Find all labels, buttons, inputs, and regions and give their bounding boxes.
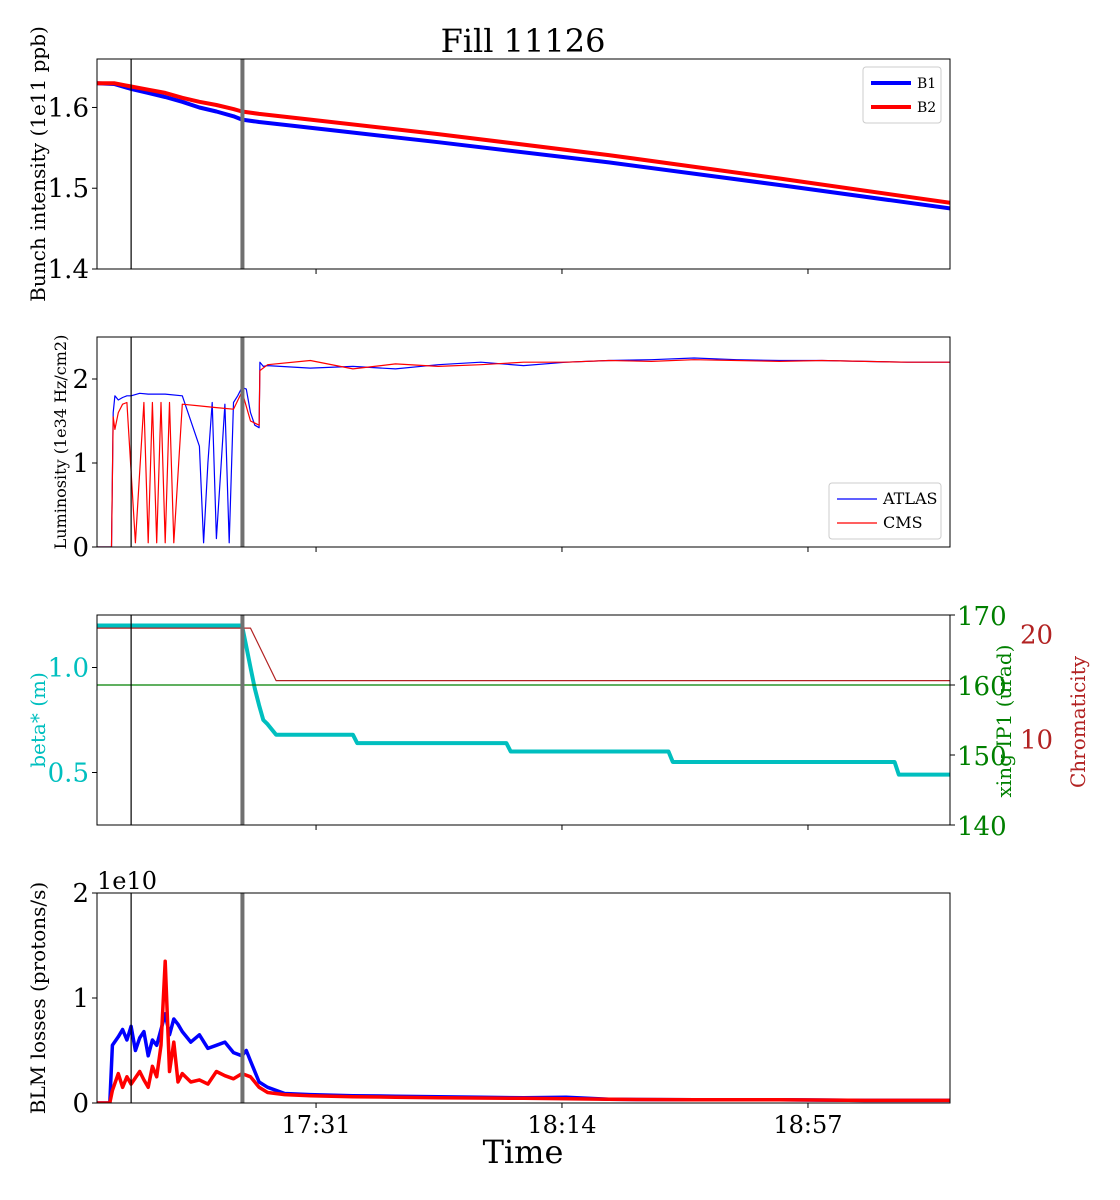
- x-tick-label: 18:14: [527, 1111, 596, 1139]
- y-tick-label: 1.4: [48, 255, 89, 285]
- y2-axis-label: xing IP1 (urad): [992, 645, 1016, 798]
- x-tick-label: 17:31: [281, 1111, 350, 1139]
- series-line-atlas: [97, 357, 950, 547]
- series-group: [97, 959, 950, 1103]
- y3-tick-label: 20: [1020, 620, 1053, 650]
- series-line-chromaticity: [97, 627, 950, 682]
- y-tick-label: 0.5: [48, 759, 89, 789]
- series-line-b2: [97, 81, 950, 205]
- x-axis-label: Time: [483, 1133, 564, 1171]
- series-line-cms: [97, 359, 950, 547]
- y2-tick-label: 140: [957, 812, 1007, 842]
- y2-tick-label: 150: [957, 742, 1007, 772]
- series-line-b1: [97, 1012, 950, 1103]
- y-tick-label: 1: [72, 984, 89, 1014]
- y-tick-label: 1.5: [48, 174, 89, 204]
- y3-axis-label: Chromaticity: [1066, 655, 1090, 788]
- x-tick-label: 18:57: [773, 1111, 842, 1139]
- legend-box: [828, 482, 942, 540]
- series-group: [97, 81, 950, 211]
- legend: B1 B2: [862, 66, 942, 124]
- y-tick-label: 2: [72, 879, 89, 909]
- legend-label: B1: [917, 76, 936, 92]
- y2-tick-label: 160: [957, 672, 1007, 702]
- y-tick-label: 2: [72, 365, 89, 395]
- y-axis-label: Luminosity (1e34 Hz/cm2): [51, 335, 70, 550]
- figure-title: Fill 11126: [441, 22, 606, 60]
- y2-tick-label: 170: [957, 602, 1007, 632]
- series-group: [97, 357, 950, 547]
- plot-frame: [96, 614, 951, 826]
- y-tick-label: 1.0: [48, 654, 89, 684]
- y-tick-label: 1.6: [48, 93, 89, 123]
- series-group: [97, 623, 950, 777]
- y-tick-label: 0: [72, 533, 89, 563]
- legend-label: CMS: [883, 513, 923, 532]
- y-axis-label: beta* (m): [26, 672, 50, 768]
- series-line-b1: [97, 81, 950, 211]
- series-line-beta-: [97, 623, 950, 777]
- y3-tick-label: 10: [1020, 725, 1053, 755]
- legend-label: ATLAS: [882, 489, 938, 508]
- y-offset-text: 1e10: [97, 867, 157, 895]
- y-tick-label: 0: [72, 1089, 89, 1119]
- series-line-b2: [97, 959, 950, 1103]
- y-axis-label: Bunch intensity (1e11 ppb): [26, 26, 50, 302]
- plot-frame: [96, 336, 951, 548]
- y-tick-label: 1: [72, 449, 89, 479]
- panel-4: 0 1 2 BLM losses (protons/s) 1e10 17:31 18:14 1…: [26, 867, 951, 1139]
- legend-label: B2: [917, 100, 936, 116]
- plot-frame: [96, 892, 951, 1104]
- y-axis-label: BLM losses (protons/s): [26, 882, 50, 1114]
- plot-frame: [96, 58, 951, 270]
- legend: ATLAS CMS: [828, 482, 942, 540]
